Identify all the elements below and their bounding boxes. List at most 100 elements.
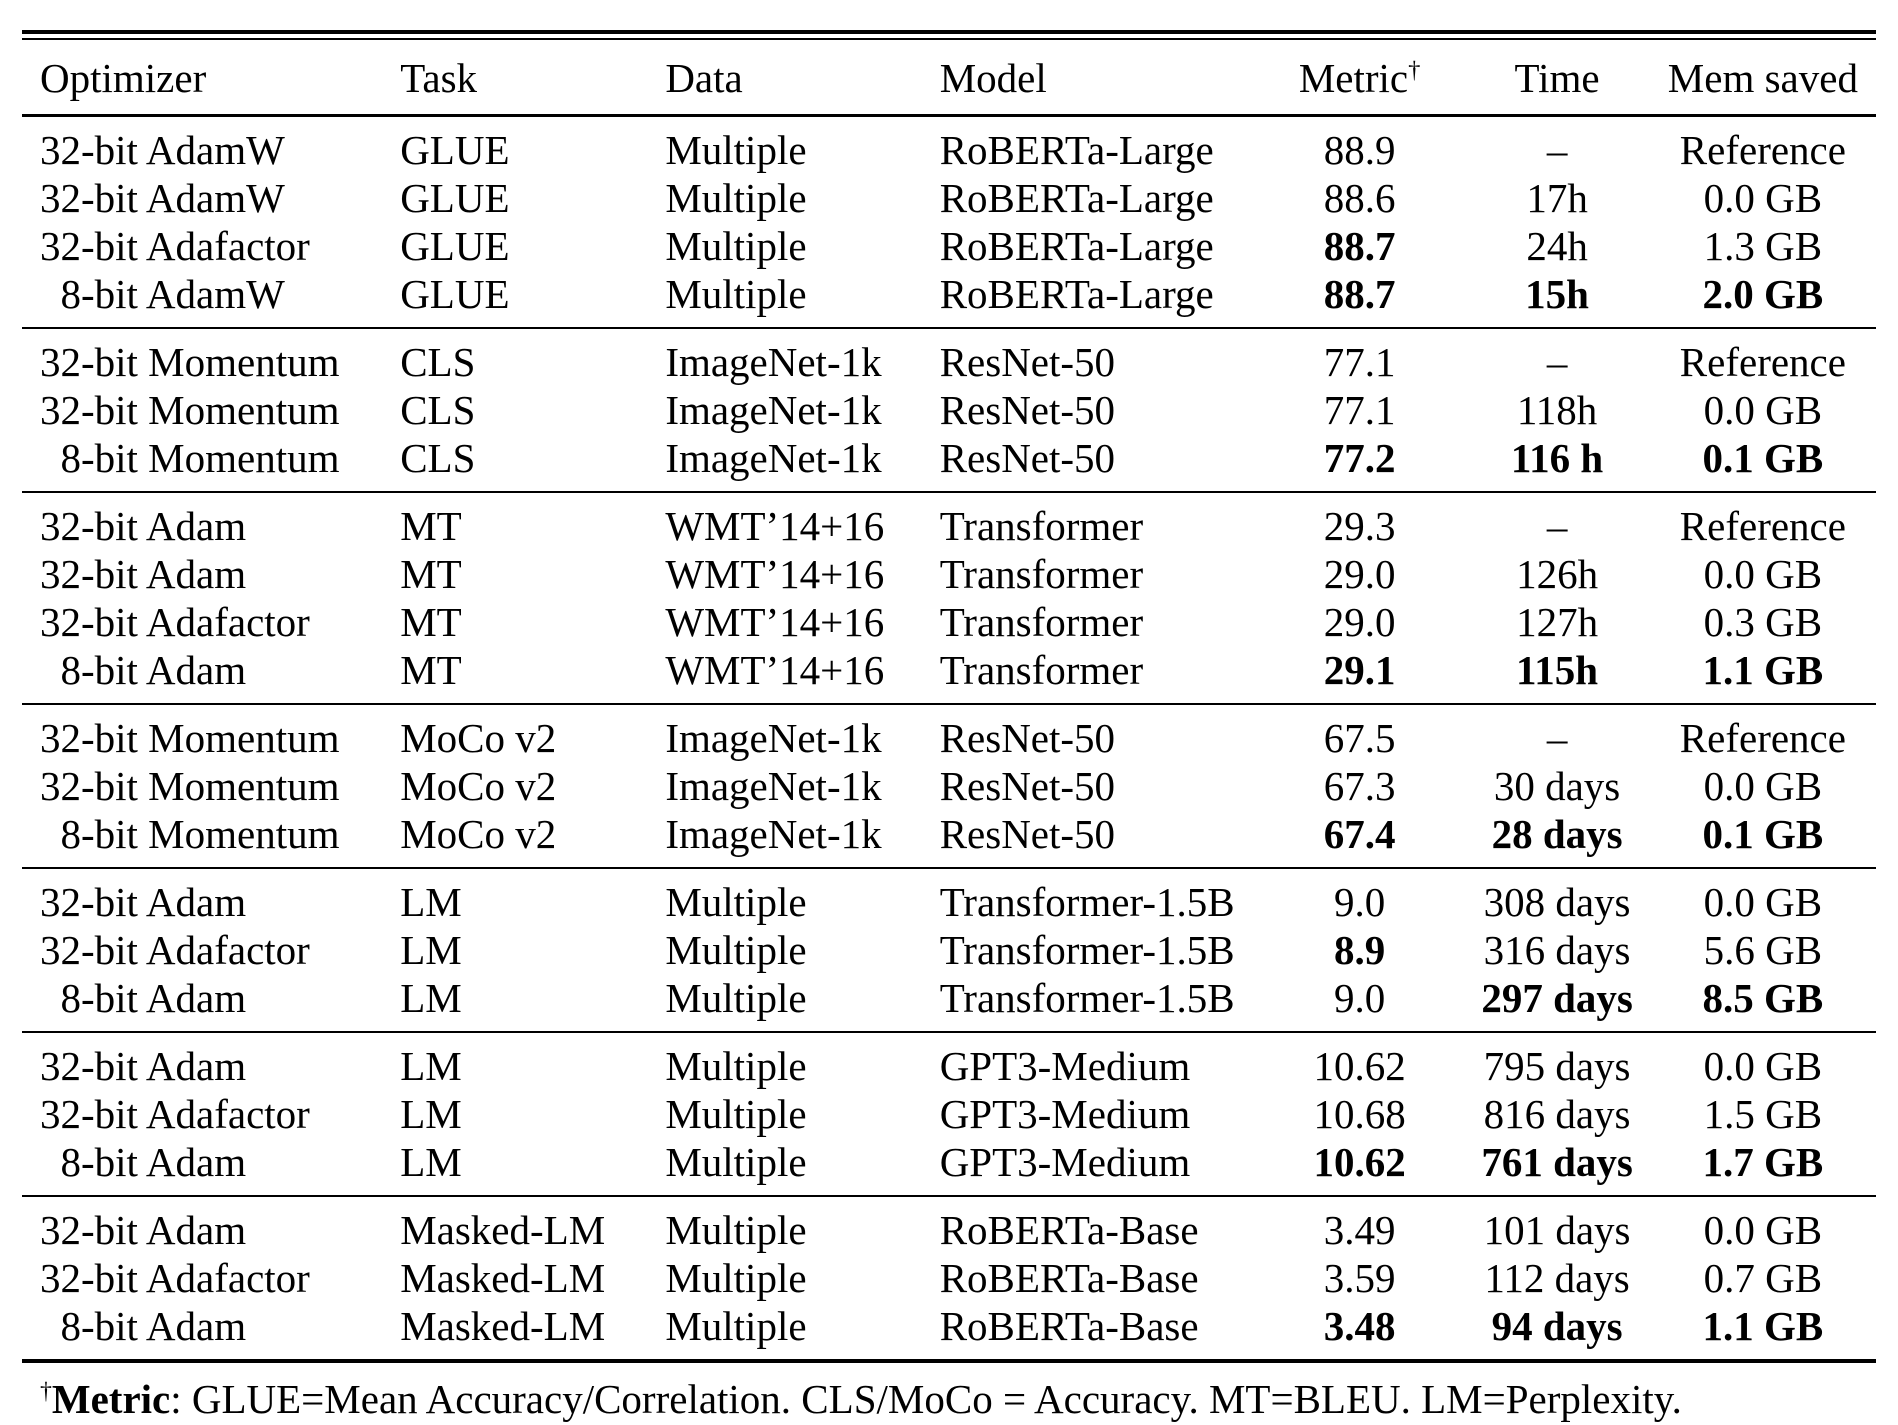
footnote-label: Metric <box>51 1376 171 1423</box>
table-row: 8-bit AdamW GLUE Multiple RoBERTa-Large 88.7… <box>22 270 1876 328</box>
cell-time: – <box>1546 503 1568 550</box>
cell-task: MT <box>400 551 462 598</box>
table-row: 32-bit AdamW GLUE Multiple RoBERTa-Large 88.… <box>22 174 1876 222</box>
table-row: 32-bit AdamW GLUE Multiple RoBERTa-Large 88.… <box>22 116 1876 175</box>
dagger-icon: † <box>40 1378 52 1405</box>
cell-task: GLUE <box>400 223 510 270</box>
cell-mem: 0.1 GB <box>1702 435 1824 482</box>
cell-mem: 0.0 GB <box>1703 387 1823 434</box>
cell-time: 116 h <box>1510 435 1604 482</box>
cell-time: 761 days <box>1481 1139 1633 1186</box>
cell-data: WMT’14+16 <box>665 503 885 550</box>
cell-mem: 0.0 GB <box>1703 763 1823 810</box>
cell-task: GLUE <box>400 271 510 318</box>
cell-optimizer: 32-bit Momentum <box>40 715 340 762</box>
table-top-rule <box>22 30 1876 40</box>
cell-time: – <box>1546 339 1568 386</box>
cell-model: ResNet-50 <box>939 715 1116 762</box>
table-row: 8-bit Adam Masked-LM Multiple RoBERTa-Base 3… <box>22 1302 1876 1361</box>
table-row: 32-bit Adam Masked-LM Multiple RoBERTa-Base… <box>22 1196 1876 1254</box>
cell-time: 297 days <box>1481 975 1633 1022</box>
cell-optimizer: 32-bit Momentum <box>40 339 340 386</box>
table-footnote: †Metric: GLUE=Mean Accuracy/Correlation.… <box>22 1363 1876 1425</box>
row-group: 32-bit Adam Masked-LM Multiple RoBERTa-Base… <box>22 1196 1876 1361</box>
cell-task: MoCo v2 <box>400 715 557 762</box>
cell-metric: 29.0 <box>1323 599 1396 646</box>
cell-data: ImageNet-1k <box>665 435 882 482</box>
cell-model: RoBERTa-Base <box>939 1255 1199 1302</box>
cell-task: CLS <box>400 387 476 434</box>
cell-optimizer: 32-bit Momentum <box>40 387 340 434</box>
cell-model: Transformer <box>939 599 1144 646</box>
cell-time: 126h <box>1516 551 1599 598</box>
cell-optimizer: 8-bit Adam <box>40 647 247 694</box>
cell-model: RoBERTa-Large <box>939 223 1214 270</box>
cell-optimizer: 8-bit Momentum <box>40 435 340 482</box>
cell-data: ImageNet-1k <box>665 715 882 762</box>
cell-mem: 0.7 GB <box>1703 1255 1823 1302</box>
cell-task: Masked-LM <box>400 1303 606 1350</box>
row-group: 32-bit Adam LM Multiple GPT3-Medium 10.62 795… <box>22 1032 1876 1196</box>
cell-optimizer: 32-bit Adafactor <box>40 1091 310 1138</box>
cell-time: 118h <box>1516 387 1598 434</box>
cell-model: RoBERTa-Large <box>939 175 1214 222</box>
cell-optimizer: 32-bit Adam <box>40 551 247 598</box>
cell-metric: 3.49 <box>1323 1207 1396 1254</box>
cell-time: 24h <box>1526 223 1588 270</box>
cell-time: – <box>1546 127 1568 174</box>
cell-time: 28 days <box>1491 811 1623 858</box>
table-row: 32-bit Adam MT WMT’14+16 Transformer 29.3 – Re… <box>22 492 1876 550</box>
cell-model: Transformer <box>939 503 1144 550</box>
cell-metric: 8.9 <box>1334 927 1386 974</box>
cell-metric: 67.3 <box>1323 763 1396 810</box>
cell-mem: 1.3 GB <box>1703 223 1823 270</box>
cell-metric: 3.59 <box>1323 1255 1396 1302</box>
cell-model: Transformer-1.5B <box>939 927 1235 974</box>
cell-data: Multiple <box>665 175 807 222</box>
cell-optimizer: 32-bit AdamW <box>40 175 285 222</box>
cell-data: Multiple <box>665 1043 807 1090</box>
cell-time: 308 days <box>1483 879 1631 926</box>
cell-metric: 77.1 <box>1323 387 1396 434</box>
cell-mem: 0.0 GB <box>1703 551 1823 598</box>
cell-metric: 77.1 <box>1323 339 1396 386</box>
footnote-text: : GLUE=Mean Accuracy/Correlation. CLS/Mo… <box>170 1376 1682 1423</box>
col-header-task: Task <box>400 55 478 101</box>
cell-metric: 29.1 <box>1323 647 1396 694</box>
cell-mem: Reference <box>1679 339 1846 386</box>
cell-task: CLS <box>400 435 476 482</box>
cell-data: Multiple <box>665 223 807 270</box>
col-header-model: Model <box>939 55 1047 101</box>
cell-optimizer: 8-bit Adam <box>40 1303 247 1350</box>
cell-model: RoBERTa-Base <box>939 1303 1199 1350</box>
table-row: 32-bit Adafactor MT WMT’14+16 Transformer 29… <box>22 598 1876 646</box>
table-row: 32-bit Momentum MoCo v2 ImageNet-1k ResNet-… <box>22 704 1876 762</box>
table-row: 32-bit Adam LM Multiple GPT3-Medium 10.62 795… <box>22 1032 1876 1090</box>
cell-task: CLS <box>400 339 476 386</box>
cell-model: RoBERTa-Large <box>939 271 1214 318</box>
row-group: 32-bit Momentum MoCo v2 ImageNet-1k ResNet-… <box>22 704 1876 868</box>
table-row: 8-bit Momentum CLS ImageNet-1k ResNet-50 77.… <box>22 434 1876 492</box>
cell-time: 795 days <box>1483 1043 1631 1090</box>
row-group: 32-bit Adam MT WMT’14+16 Transformer 29.3 – Re… <box>22 492 1876 704</box>
cell-time: 30 days <box>1493 763 1621 810</box>
cell-task: LM <box>400 1139 462 1186</box>
cell-mem: 2.0 GB <box>1702 271 1824 318</box>
cell-mem: 0.0 GB <box>1703 1043 1823 1090</box>
cell-model: Transformer-1.5B <box>939 879 1235 926</box>
cell-metric: 67.5 <box>1323 715 1396 762</box>
cell-model: Transformer <box>939 551 1144 598</box>
table-row: 32-bit Momentum CLS ImageNet-1k ResNet-50 77… <box>22 386 1876 434</box>
cell-data: WMT’14+16 <box>665 599 885 646</box>
cell-data: Multiple <box>665 1207 807 1254</box>
cell-mem: 0.3 GB <box>1703 599 1823 646</box>
cell-mem: 1.7 GB <box>1702 1139 1824 1186</box>
cell-metric: 10.68 <box>1313 1091 1406 1138</box>
table-row: 32-bit Momentum MoCo v2 ImageNet-1k ResNet-… <box>22 762 1876 810</box>
cell-data: WMT’14+16 <box>665 647 885 694</box>
cell-time: 816 days <box>1483 1091 1631 1138</box>
cell-metric: 88.9 <box>1323 127 1396 174</box>
cell-time: – <box>1546 715 1568 762</box>
cell-metric: 29.3 <box>1323 503 1396 550</box>
